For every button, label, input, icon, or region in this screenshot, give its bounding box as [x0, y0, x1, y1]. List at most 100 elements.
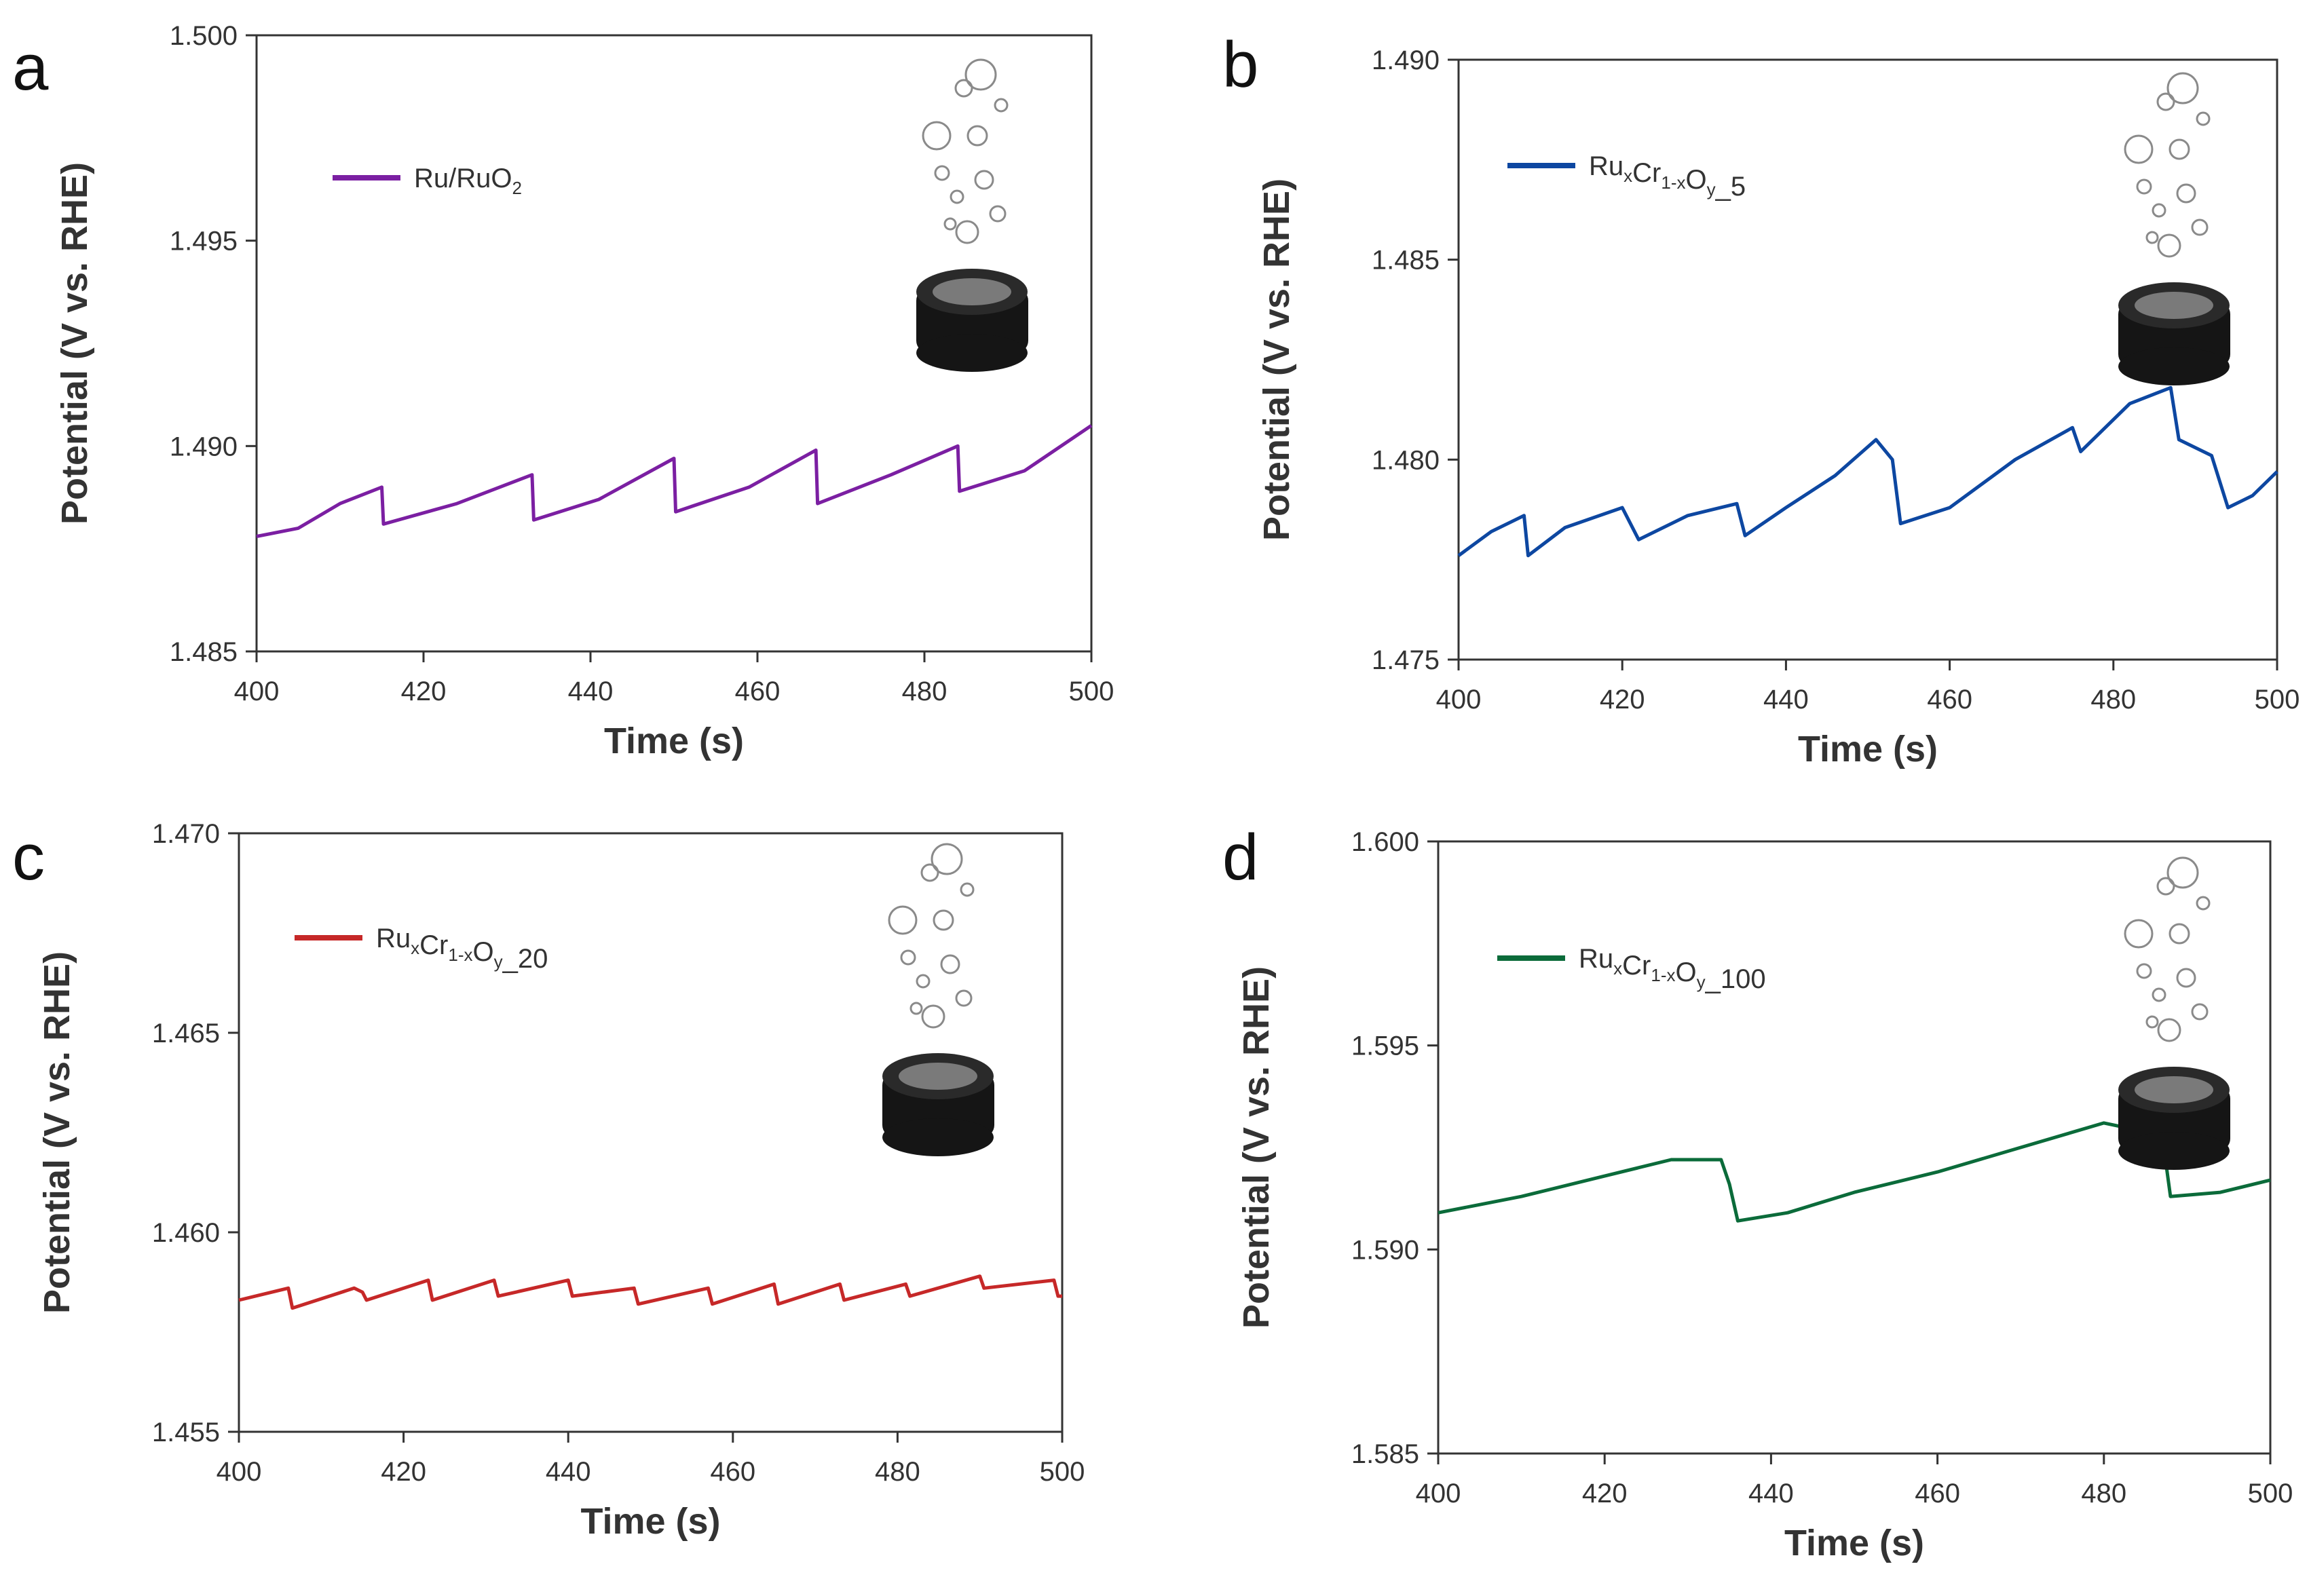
x-axis-title: Time (s): [1798, 729, 1938, 770]
electrode-disc-icon: [933, 278, 1011, 305]
y-tick-label: 1.470: [152, 819, 220, 849]
bubble-icon: [2136, 178, 2152, 195]
series-line: [1457, 385, 2278, 558]
chart-c: 400 420 440 460 480 500 1.455 1.460 1.465 1.470 Ti…: [37, 819, 1085, 1542]
bubble-icon: [2169, 138, 2190, 160]
bubble-icon: [943, 217, 957, 231]
bubble-icon: [2145, 1015, 2159, 1029]
y-tick-label: 1.495: [170, 227, 238, 256]
bubble-icon: [989, 205, 1007, 223]
y-tick-label: 1.490: [170, 432, 238, 461]
y-tick-label: 1.485: [170, 637, 238, 667]
electrode-base-icon: [916, 334, 1028, 372]
panel-c: c 400 420 440 460 480 500 1.455 1.460 1.465 1.470…: [0, 798, 1154, 1596]
x-tick-label: 400: [234, 677, 280, 706]
plot-frame: [255, 34, 1093, 653]
panel-label-b: b: [1222, 28, 1259, 101]
bubble-icon: [994, 98, 1009, 113]
x-tick-label: 400: [1416, 1479, 1461, 1508]
chart-d: 400 420 440 460 480 500 1.585 1.590 1.595 1.600 Ti…: [1236, 827, 2293, 1563]
y-axis-title: Potential (V vs. RHE): [54, 162, 95, 525]
panel-a: a 400 420 440 460 480 500 1.485 1.490 1.495 1.500…: [0, 0, 1154, 798]
bubble-icon: [2176, 968, 2196, 988]
bubble-icon: [916, 974, 931, 989]
y-axis-title: Potential (V vs. RHE): [1236, 966, 1277, 1329]
bubble-icon: [955, 220, 979, 244]
electrode-disc-icon: [2135, 292, 2213, 319]
bubble-icon: [2156, 877, 2175, 896]
y-tick-label: 1.585: [1351, 1439, 1419, 1469]
bubble-icon: [2145, 231, 2159, 244]
bubble-icon: [921, 1004, 945, 1029]
x-tick-label: 400: [1436, 685, 1482, 715]
x-tick-label: 440: [1748, 1479, 1794, 1508]
bubble-icon: [920, 863, 939, 882]
x-tick-label: 460: [710, 1457, 755, 1487]
x-tick-label: 460: [735, 677, 781, 706]
electrode-base-icon: [2118, 347, 2230, 385]
y-tick-label: 1.500: [170, 21, 238, 51]
y-tick-label: 1.455: [152, 1418, 220, 1447]
chart-a: 400 420 440 460 480 500 1.485 1.490 1.495 1.500 Ti…: [54, 21, 1114, 761]
electrode-with-bubbles-icon: [2118, 856, 2230, 1170]
bubble-icon: [950, 189, 964, 204]
bubble-icon: [933, 909, 954, 931]
y-tick-label: 1.490: [1372, 45, 1440, 75]
bubble-icon: [2196, 111, 2211, 126]
bubble-icon: [2124, 134, 2154, 164]
chart-b: 400 420 440 460 480 500 1.475 1.480 1.485 1.490 Ti…: [1256, 45, 2300, 770]
bubble-icon: [2136, 963, 2152, 979]
panel-label-d: d: [1222, 821, 1259, 894]
bubble-icon: [955, 989, 973, 1007]
panel-d: d 400 420 440 460 480 500 1.585 1.590 1.595 1.600…: [1154, 798, 2309, 1596]
bubble-icon: [888, 905, 918, 935]
series-line: [238, 1274, 1062, 1310]
x-tick-label: 420: [1582, 1479, 1628, 1508]
panel-label-a: a: [12, 31, 49, 104]
y-tick-label: 1.475: [1372, 645, 1440, 675]
x-tick-label: 400: [217, 1457, 262, 1487]
x-axis-title: Time (s): [1784, 1523, 1924, 1563]
bubble-icon: [934, 165, 950, 181]
bubble-icon: [2152, 987, 2166, 1002]
x-tick-label: 440: [568, 677, 614, 706]
plot-frame: [1457, 58, 2278, 661]
bubble-icon: [2124, 919, 2154, 949]
electrode-with-bubbles-icon: [2118, 72, 2230, 385]
electrode-base-icon: [2118, 1132, 2230, 1170]
y-tick-label: 1.465: [152, 1019, 220, 1048]
electrode-with-bubbles-icon: [916, 58, 1028, 372]
bubble-icon: [2191, 1003, 2209, 1021]
legend-label: RuxCr1-xOy_5: [1589, 151, 1746, 202]
bubble-icon: [2166, 72, 2199, 104]
bubble-icon: [966, 125, 988, 147]
y-tick-label: 1.485: [1372, 246, 1440, 276]
series-line: [256, 424, 1093, 538]
bubble-icon: [974, 170, 994, 190]
x-tick-label: 420: [401, 677, 447, 706]
y-tick-label: 1.600: [1351, 827, 1419, 857]
legend-label: Ru/RuO2: [414, 164, 522, 198]
electrode-with-bubbles-icon: [882, 843, 994, 1156]
y-tick-label: 1.590: [1351, 1235, 1419, 1265]
x-tick-label: 500: [2255, 685, 2300, 715]
x-tick-label: 500: [1069, 677, 1114, 706]
bubble-icon: [2196, 896, 2211, 911]
x-tick-label: 500: [1040, 1457, 1085, 1487]
x-tick-label: 420: [1600, 685, 1645, 715]
x-tick-label: 480: [902, 677, 947, 706]
x-tick-label: 480: [2081, 1479, 2126, 1508]
bubble-icon: [909, 1002, 923, 1015]
bubble-icon: [2176, 183, 2196, 204]
y-axis-title: Potential (V vs. RHE): [1256, 178, 1297, 541]
x-tick-label: 460: [1927, 685, 1972, 715]
plot-frame: [238, 832, 1064, 1433]
x-axis-title: Time (s): [604, 721, 744, 761]
x-tick-label: 460: [1915, 1479, 1960, 1508]
electrode-base-icon: [882, 1118, 994, 1156]
legend-label: RuxCr1-xOy_20: [376, 924, 548, 974]
bubble-icon: [960, 882, 975, 897]
x-tick-label: 420: [381, 1457, 426, 1487]
x-tick-label: 440: [1763, 685, 1809, 715]
bubble-icon: [931, 843, 963, 875]
